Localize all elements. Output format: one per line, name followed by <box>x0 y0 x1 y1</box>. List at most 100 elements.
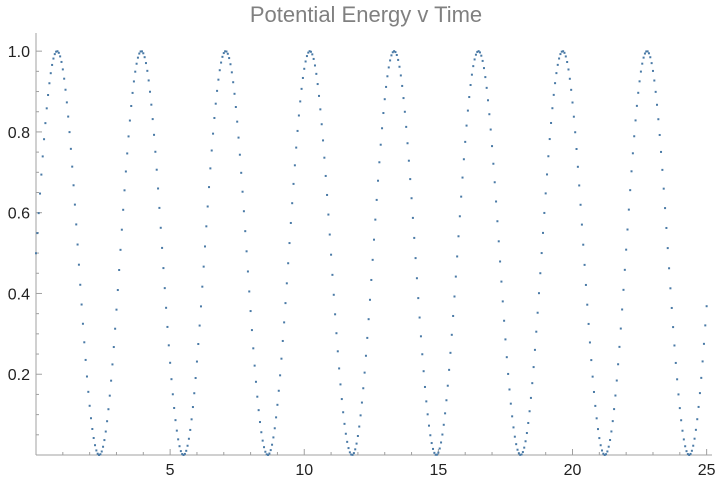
data-point <box>272 436 275 439</box>
data-point <box>348 451 351 454</box>
data-point <box>605 453 608 456</box>
data-point <box>552 93 555 96</box>
data-point <box>528 410 531 413</box>
data-point <box>613 408 616 411</box>
data-point <box>684 445 687 448</box>
data-point <box>646 50 649 53</box>
data-point <box>539 272 542 275</box>
data-point <box>350 453 353 456</box>
data-point <box>681 429 684 432</box>
data-point <box>433 451 436 454</box>
data-point <box>147 79 150 82</box>
data-point <box>460 195 463 198</box>
data-point <box>468 96 471 99</box>
data-point <box>389 59 392 62</box>
data-point <box>178 445 181 448</box>
data-point <box>312 57 315 60</box>
data-point <box>187 437 190 440</box>
data-point <box>218 69 221 72</box>
data-point <box>167 344 170 347</box>
data-point <box>547 155 550 158</box>
data-point <box>313 64 316 67</box>
data-point <box>224 50 227 53</box>
data-point <box>159 226 162 229</box>
data-point <box>92 437 95 440</box>
data-point <box>354 448 357 451</box>
data-point <box>111 363 114 366</box>
data-point <box>319 108 322 111</box>
data-point <box>425 400 428 403</box>
data-point <box>134 70 137 73</box>
data-point <box>587 322 590 325</box>
data-point <box>190 418 193 421</box>
data-point <box>651 69 654 72</box>
data-point <box>665 226 668 229</box>
data-point <box>127 135 130 138</box>
data-point <box>244 230 247 233</box>
data-point <box>252 347 255 350</box>
data-point <box>660 150 663 153</box>
data-point <box>342 411 345 414</box>
data-point <box>625 248 628 251</box>
data-point <box>442 423 445 426</box>
data-point <box>582 243 585 246</box>
data-point <box>358 425 361 428</box>
data-point <box>214 102 217 105</box>
data-point <box>449 351 452 354</box>
data-point <box>228 57 231 60</box>
data-point <box>171 393 174 396</box>
data-point <box>446 384 449 387</box>
data-point <box>422 370 425 373</box>
data-point <box>169 361 172 364</box>
x-tick-label: 10 <box>295 462 313 479</box>
data-point <box>473 58 476 61</box>
data-point <box>115 308 118 311</box>
data-point <box>116 289 119 292</box>
data-point <box>89 417 92 420</box>
data-point <box>79 283 82 286</box>
data-point <box>470 73 473 76</box>
data-point <box>450 333 453 336</box>
data-point <box>399 74 402 77</box>
data-point <box>474 53 477 56</box>
data-point <box>429 434 432 437</box>
data-point <box>335 332 338 335</box>
data-point <box>107 408 110 411</box>
data-point <box>410 197 413 200</box>
data-point <box>670 306 673 309</box>
data-point <box>362 387 365 390</box>
data-point <box>536 311 539 314</box>
data-point <box>39 192 42 195</box>
data-point <box>611 420 614 423</box>
data-point <box>550 121 553 124</box>
data-point <box>174 419 177 422</box>
data-point <box>292 182 295 185</box>
data-point <box>497 240 500 243</box>
data-point <box>144 62 147 65</box>
data-point <box>509 402 512 405</box>
data-point <box>339 383 342 386</box>
y-tick-label: 0.4 <box>8 286 30 303</box>
data-point <box>334 313 337 316</box>
data-point <box>322 139 325 142</box>
data-point <box>166 325 169 328</box>
data-point <box>149 90 152 93</box>
data-point <box>37 212 40 215</box>
data-point <box>554 82 557 85</box>
data-point <box>60 60 63 63</box>
data-point <box>701 360 704 363</box>
data-point <box>669 287 672 290</box>
data-point <box>157 187 160 190</box>
data-point <box>232 81 235 84</box>
data-point <box>36 232 39 235</box>
data-point <box>40 173 43 176</box>
data-point <box>586 303 589 306</box>
data-point <box>248 290 251 293</box>
data-point <box>705 305 708 308</box>
data-point <box>603 453 606 456</box>
data-point <box>694 428 697 431</box>
data-point <box>381 127 384 130</box>
data-point <box>151 118 154 121</box>
data-point <box>367 318 370 321</box>
data-point <box>135 62 138 65</box>
